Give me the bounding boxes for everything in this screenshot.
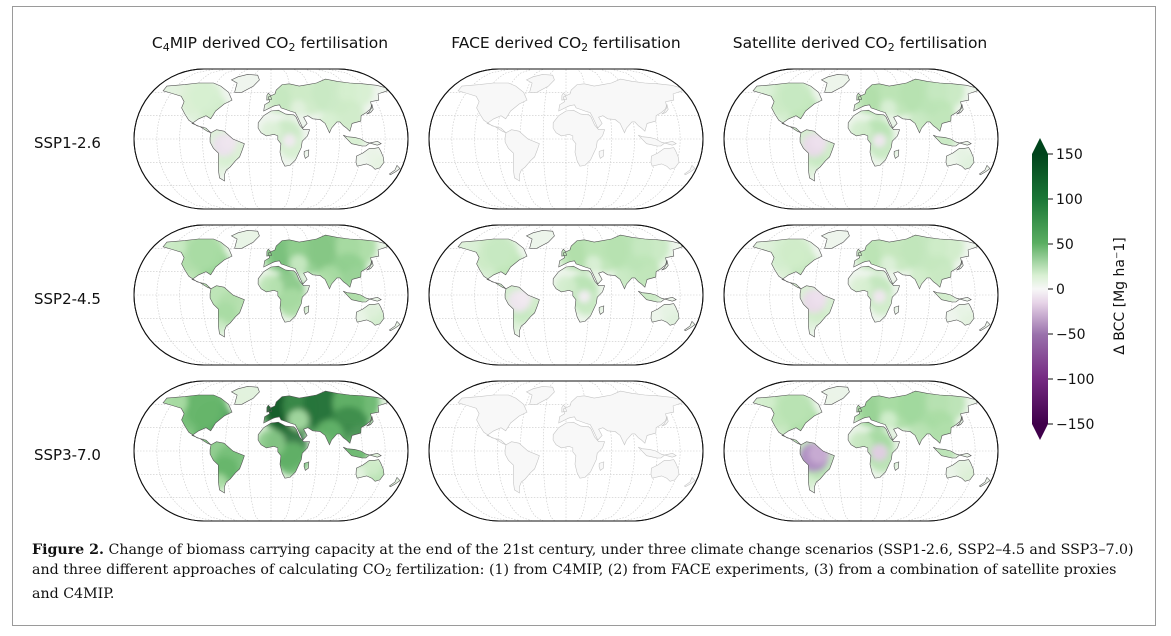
colorbar: 150 100 50 0 −50 −100 −150 [1032,138,1094,440]
caption-sub: 2 [385,568,392,579]
map-c4mip-ssp3 [133,380,409,522]
colorbar-tick-label: −150 [1056,417,1094,433]
map-face-ssp3 [428,380,704,522]
map-coastlines [162,230,401,338]
row-label-ssp2: SSP2-4.5 [34,290,101,308]
map-border [133,224,409,366]
map-coastlines [457,74,696,182]
map-c4mip-ssp1 [133,68,409,210]
colorbar-tick-label: −50 [1056,327,1086,343]
map-satellite-ssp1 [723,68,999,210]
colorbar-extend-max [1032,138,1048,154]
map-border [723,380,999,522]
map-border [133,380,409,522]
map-coastlines [162,386,401,494]
colorbar-tick-label: 100 [1056,192,1083,208]
caption-text-1: Change of biomass carrying capacity at t… [32,542,1134,578]
map-satellite-ssp3 [723,380,999,522]
map-border [723,68,999,210]
caption-text-2: fertilization: (1) from C4MIP, (2) from … [32,562,1117,602]
colorbar-tick-label: −100 [1056,372,1094,388]
map-border [723,224,999,366]
map-face-ssp1 [428,68,704,210]
map-coastlines [752,386,991,494]
map-border [428,68,704,210]
colorbar-gradient [1032,154,1048,424]
figure-caption: Figure 2. Change of biomass carrying cap… [32,540,1142,604]
map-coastlines [752,74,991,182]
map-border [428,224,704,366]
colorbar-tick-label: 0 [1056,282,1065,298]
colorbar-tick-label: 50 [1056,237,1074,253]
colorbar-label: Δ BCC [Mg ha⁻1] [1112,237,1128,355]
colorbar-tick-label: 150 [1056,147,1083,163]
map-coastlines [162,74,401,182]
map-coastlines [457,386,696,494]
map-coastlines [457,230,696,338]
map-c4mip-ssp2 [133,224,409,366]
colorbar-extend-min [1032,424,1048,440]
row-label-ssp3: SSP3-7.0 [34,446,101,464]
column-title-face: FACE derived CO2 fertilisation [451,34,681,54]
map-border [133,68,409,210]
map-face-ssp2 [428,224,704,366]
map-border [428,380,704,522]
colorbar-ticks: 150 100 50 0 −50 −100 −150 [1048,147,1094,433]
caption-label: Figure 2. [32,542,104,558]
figure-frame [12,6,1156,626]
row-label-ssp1: SSP1-2.6 [34,134,101,152]
column-title-satellite: Satellite derived CO2 fertilisation [732,34,988,54]
map-coastlines [752,230,991,338]
column-title-c4mip: C4MIP derived CO2 fertilisation [151,34,389,54]
map-satellite-ssp2 [723,224,999,366]
